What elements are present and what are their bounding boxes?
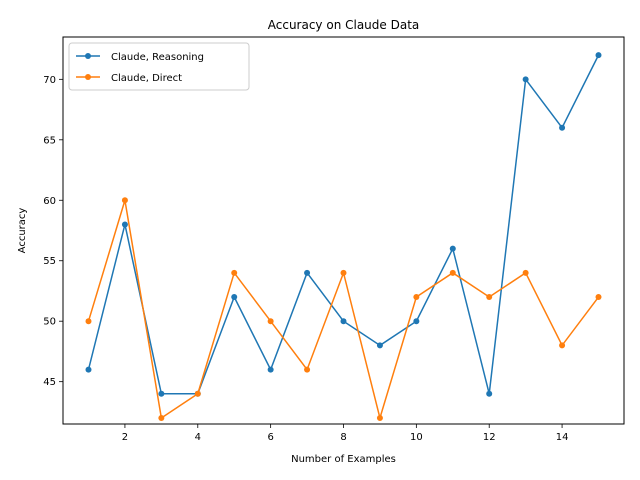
series-line [87,54,600,395]
data-point [522,76,529,83]
data-point [376,342,383,349]
data-point [449,269,456,276]
data-point [486,294,493,301]
legend-marker [85,74,91,80]
y-tick-label: 70 [43,75,56,86]
data-point [158,414,165,421]
x-axis-label: Number of Examples [291,454,396,465]
series-1 [85,52,602,397]
legend-marker [85,53,91,59]
data-point [158,390,165,397]
data-point [595,294,602,301]
data-point [121,221,128,228]
series-line [87,200,600,421]
x-tick-label: 4 [195,432,201,443]
data-point [413,294,420,301]
plot-frame [62,36,625,425]
data-point [267,366,274,373]
data-point [304,269,311,276]
x-tick-label: 12 [483,432,496,443]
data-point [559,124,566,131]
data-point [267,318,274,325]
y-tick-label: 45 [43,377,56,388]
data-point [85,318,92,325]
data-point [522,269,529,276]
data-point [304,366,311,373]
series-layer [85,52,602,421]
y-tick-label: 65 [43,135,56,146]
data-point [231,294,238,301]
axis-ticks: 2 4 6 8 10 12 14 45 50 55 60 65 70 [43,75,568,443]
data-point [486,390,493,397]
data-point [413,318,420,325]
data-point [85,366,92,373]
legend: Claude, Reasoning Claude, Direct [68,42,250,91]
y-tick-label: 55 [43,256,56,267]
data-point [449,245,456,252]
data-point [231,269,238,276]
x-tick-label: 10 [410,432,423,443]
legend-label: Claude, Reasoning [111,52,204,63]
x-tick-label: 2 [122,432,128,443]
data-point [340,269,347,276]
y-tick-label: 60 [43,196,56,207]
legend-box [68,42,250,91]
series-2 [85,197,602,421]
data-point [121,197,128,204]
data-point [595,52,602,59]
data-point [559,342,566,349]
data-point [376,414,383,421]
y-tick-label: 50 [43,317,56,328]
y-axis-label: Accuracy [17,208,28,254]
x-tick-label: 8 [340,432,346,443]
legend-item: Claude, Direct [76,73,182,84]
chart-title: Accuracy on Claude Data [268,18,420,32]
legend-label: Claude, Direct [111,73,182,84]
data-point [194,390,201,397]
x-tick-label: 14 [556,432,569,443]
x-tick-label: 6 [267,432,273,443]
legend-item: Claude, Reasoning [76,52,204,63]
data-point [340,318,347,325]
